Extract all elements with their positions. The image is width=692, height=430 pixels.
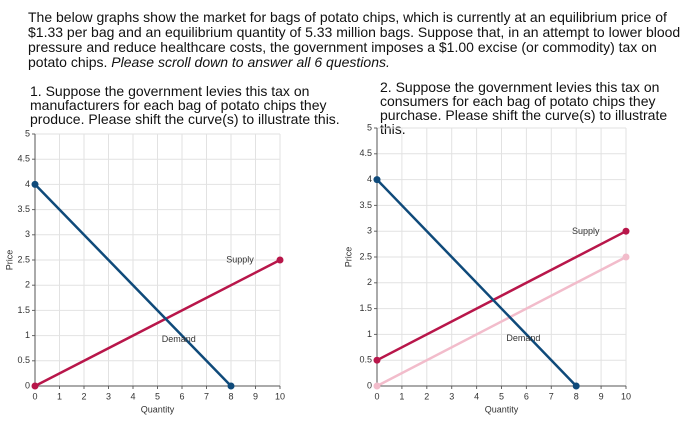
point	[373, 382, 381, 390]
x-tick-label: 9	[599, 391, 604, 401]
chart-title: 2. Suppose the government levies this ta…	[380, 79, 668, 137]
intro-text: The below graphs show the market for bag…	[28, 9, 681, 70]
y-axis-label: Price	[4, 250, 14, 271]
intro-emphasis: Please scroll down to answer all 6 quest…	[111, 54, 390, 70]
chart-title: 1. Suppose the government levies this ta…	[30, 83, 340, 127]
x-tick-label: 3	[106, 391, 111, 401]
x-tick-label: 6	[524, 391, 529, 401]
y-tick-label: 1	[367, 329, 372, 339]
x-tick-label: 8	[228, 391, 233, 401]
series-label: Demand	[162, 334, 196, 344]
point	[373, 356, 381, 364]
series-line	[34, 258, 281, 388]
series-line	[376, 230, 627, 362]
point	[572, 382, 580, 390]
y-tick-label: 4.5	[17, 154, 30, 164]
y-tick-label: 2.5	[17, 254, 30, 264]
x-tick-label: 2	[424, 391, 429, 401]
point	[276, 256, 284, 264]
series-line	[376, 255, 627, 388]
x-tick-label: 9	[253, 391, 258, 401]
x-tick-label: 4	[130, 391, 135, 401]
x-tick-label: 7	[549, 391, 554, 401]
y-tick-label: 3.5	[359, 200, 372, 210]
point	[31, 180, 39, 188]
x-tick-label: 1	[57, 391, 62, 401]
series-label: Supply	[226, 255, 254, 265]
series-line	[376, 178, 578, 387]
series-label: Supply	[572, 226, 600, 236]
x-tick-label: 0	[374, 391, 379, 401]
y-tick-label: 0	[25, 380, 30, 390]
x-axis-label: Quantity	[141, 404, 175, 414]
x-tick-label: 3	[449, 391, 454, 401]
y-tick-label: 3	[367, 226, 372, 236]
y-tick-label: 2	[367, 277, 372, 287]
series-line	[34, 183, 232, 387]
y-tick-label: 0.5	[359, 355, 372, 365]
y-tick-label: 2.5	[359, 251, 372, 261]
x-tick-label: 0	[32, 391, 37, 401]
point	[373, 176, 381, 184]
x-tick-label: 5	[499, 391, 504, 401]
y-tick-label: 5	[25, 128, 30, 138]
x-tick-label: 10	[275, 391, 285, 401]
y-tick-label: 2	[25, 280, 30, 290]
y-tick-label: 5	[367, 122, 372, 132]
point	[622, 227, 630, 235]
x-tick-label: 4	[474, 391, 479, 401]
x-tick-label: 6	[179, 391, 184, 401]
y-tick-label: 1.5	[17, 305, 30, 315]
x-tick-label: 8	[574, 391, 579, 401]
point	[622, 253, 630, 261]
point	[227, 382, 235, 390]
y-tick-label: 1	[25, 330, 30, 340]
x-tick-label: 10	[621, 391, 631, 401]
x-tick-label: 1	[399, 391, 404, 401]
y-tick-label: 3.5	[17, 204, 30, 214]
y-tick-label: 4	[25, 179, 30, 189]
y-axis-label: Price	[343, 247, 353, 268]
y-tick-label: 0	[367, 380, 372, 390]
series-label: Demand	[506, 333, 540, 343]
y-tick-label: 4.5	[359, 148, 372, 158]
x-axis-label: Quantity	[485, 404, 519, 414]
y-tick-label: 1.5	[359, 303, 372, 313]
intro: The below graphs show the market for bag…	[28, 10, 688, 70]
y-tick-label: 3	[25, 229, 30, 239]
x-tick-label: 7	[204, 391, 209, 401]
y-tick-label: 0.5	[17, 355, 30, 365]
point	[31, 382, 39, 390]
y-tick-label: 4	[367, 174, 372, 184]
x-tick-label: 2	[81, 391, 86, 401]
x-tick-label: 5	[155, 391, 160, 401]
